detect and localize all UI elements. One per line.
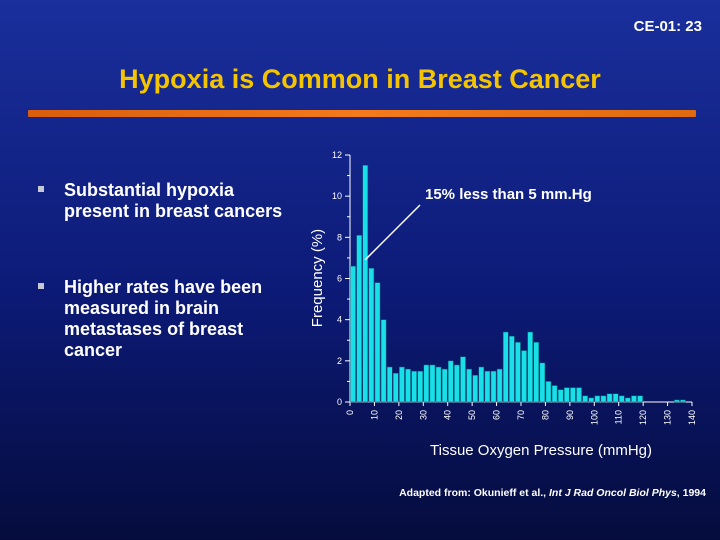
x-tick-label: 30	[418, 410, 428, 420]
histogram-bar	[557, 389, 564, 403]
square-bullet-icon	[38, 283, 44, 289]
bullet-point-1: Substantial hypoxia present in breast ca…	[38, 180, 293, 222]
source-citation: Adapted from: Okunieff et al., Int J Rad…	[399, 487, 706, 499]
histogram-bar	[447, 360, 454, 403]
histogram-bar	[637, 395, 643, 403]
slide-title: Hypoxia is Common in Breast Cancer	[119, 64, 601, 94]
x-axis-label: Tissue Oxygen Pressure (mmHg)	[430, 442, 652, 459]
histogram-bar	[588, 397, 595, 403]
x-tick-label: 50	[467, 410, 477, 420]
histogram-bar	[472, 374, 478, 403]
histogram-bar	[484, 370, 491, 403]
citation-journal: Int J Rad Oncol Biol Phys	[549, 487, 677, 499]
histogram-bar	[576, 387, 582, 403]
x-tick-label: 0	[345, 410, 355, 415]
x-tick-label: 20	[394, 410, 404, 420]
y-tick-label: 12	[332, 150, 342, 160]
title-underline	[28, 110, 696, 117]
bullet-text-2: Higher rates have been measured in brain…	[64, 277, 263, 360]
histogram-bar	[545, 381, 552, 403]
x-tick-label: 140	[687, 410, 697, 425]
histogram-bar	[564, 387, 570, 403]
citation-year: , 1994	[676, 487, 706, 499]
histogram-bar	[521, 350, 527, 403]
histogram-bar	[393, 372, 399, 403]
histogram-bar	[478, 366, 485, 403]
histogram-bar	[362, 165, 369, 403]
histogram-bar	[533, 342, 540, 403]
y-tick-label: 8	[337, 232, 342, 242]
bullet-text-1: Substantial hypoxia present in breast ca…	[64, 180, 283, 221]
histogram-bar	[399, 366, 405, 403]
histogram-bar	[673, 399, 680, 403]
x-tick-label: 90	[565, 410, 575, 420]
annotation-text: 15% less than 5 mm.Hg	[425, 186, 592, 203]
y-tick-label: 6	[337, 274, 342, 284]
histogram-bar	[551, 385, 558, 403]
histogram-bar	[490, 370, 497, 403]
x-tick-label: 120	[638, 410, 648, 425]
histogram-bar	[380, 319, 387, 403]
histogram-bar	[612, 393, 619, 403]
histogram-bar	[405, 368, 411, 403]
histogram-bar	[423, 364, 430, 403]
histogram-bar	[374, 282, 381, 403]
histogram-bar	[618, 395, 625, 403]
x-tick-label: 100	[589, 410, 599, 425]
histogram-bar	[631, 395, 637, 403]
histogram-bar	[606, 393, 613, 403]
y-tick-label: 0	[337, 397, 342, 407]
citation-authors: Adapted from: Okunieff et al.,	[399, 487, 547, 499]
histogram-bar	[411, 370, 417, 403]
x-tick-label: 130	[663, 410, 673, 425]
histogram-bar	[594, 395, 601, 403]
histogram-bar	[509, 335, 515, 403]
histogram-bar	[496, 368, 503, 403]
x-tick-label: 60	[492, 410, 502, 420]
square-bullet-icon	[38, 186, 44, 192]
histogram-bar	[417, 370, 424, 403]
histogram-bar	[502, 331, 509, 403]
annotation-leader-line	[364, 204, 421, 261]
y-tick-label: 10	[332, 191, 342, 201]
histogram-bar	[441, 368, 448, 403]
histogram-bar	[625, 397, 631, 403]
histogram-bar	[600, 395, 607, 403]
histogram-bar	[466, 368, 472, 403]
histogram-bar	[539, 362, 546, 403]
histogram-bar	[386, 366, 393, 403]
bullet-point-2: Higher rates have been measured in brain…	[38, 277, 293, 361]
slide-number: CE-01: 23	[633, 18, 702, 35]
histogram-bar	[429, 364, 436, 403]
y-tick-label: 4	[337, 315, 342, 325]
histogram-bar	[460, 356, 466, 403]
histogram-bar	[350, 265, 356, 403]
x-tick-label: 70	[516, 410, 526, 420]
y-axis-label: Frequency (%)	[309, 229, 326, 327]
histogram-bar	[527, 331, 533, 403]
x-tick-label: 110	[614, 410, 624, 424]
y-tick-label: 2	[337, 356, 342, 366]
histogram-bar	[435, 366, 442, 403]
x-tick-label: 10	[369, 410, 379, 420]
histogram-bar	[515, 342, 521, 403]
histogram-bar	[680, 399, 686, 403]
histogram-bar	[356, 235, 362, 403]
histogram-bar	[582, 395, 588, 403]
histogram-bar	[454, 364, 460, 403]
x-tick-label: 40	[443, 410, 453, 420]
histogram-bar	[368, 267, 375, 403]
histogram-bar	[570, 387, 576, 403]
x-tick-label: 80	[540, 410, 550, 420]
